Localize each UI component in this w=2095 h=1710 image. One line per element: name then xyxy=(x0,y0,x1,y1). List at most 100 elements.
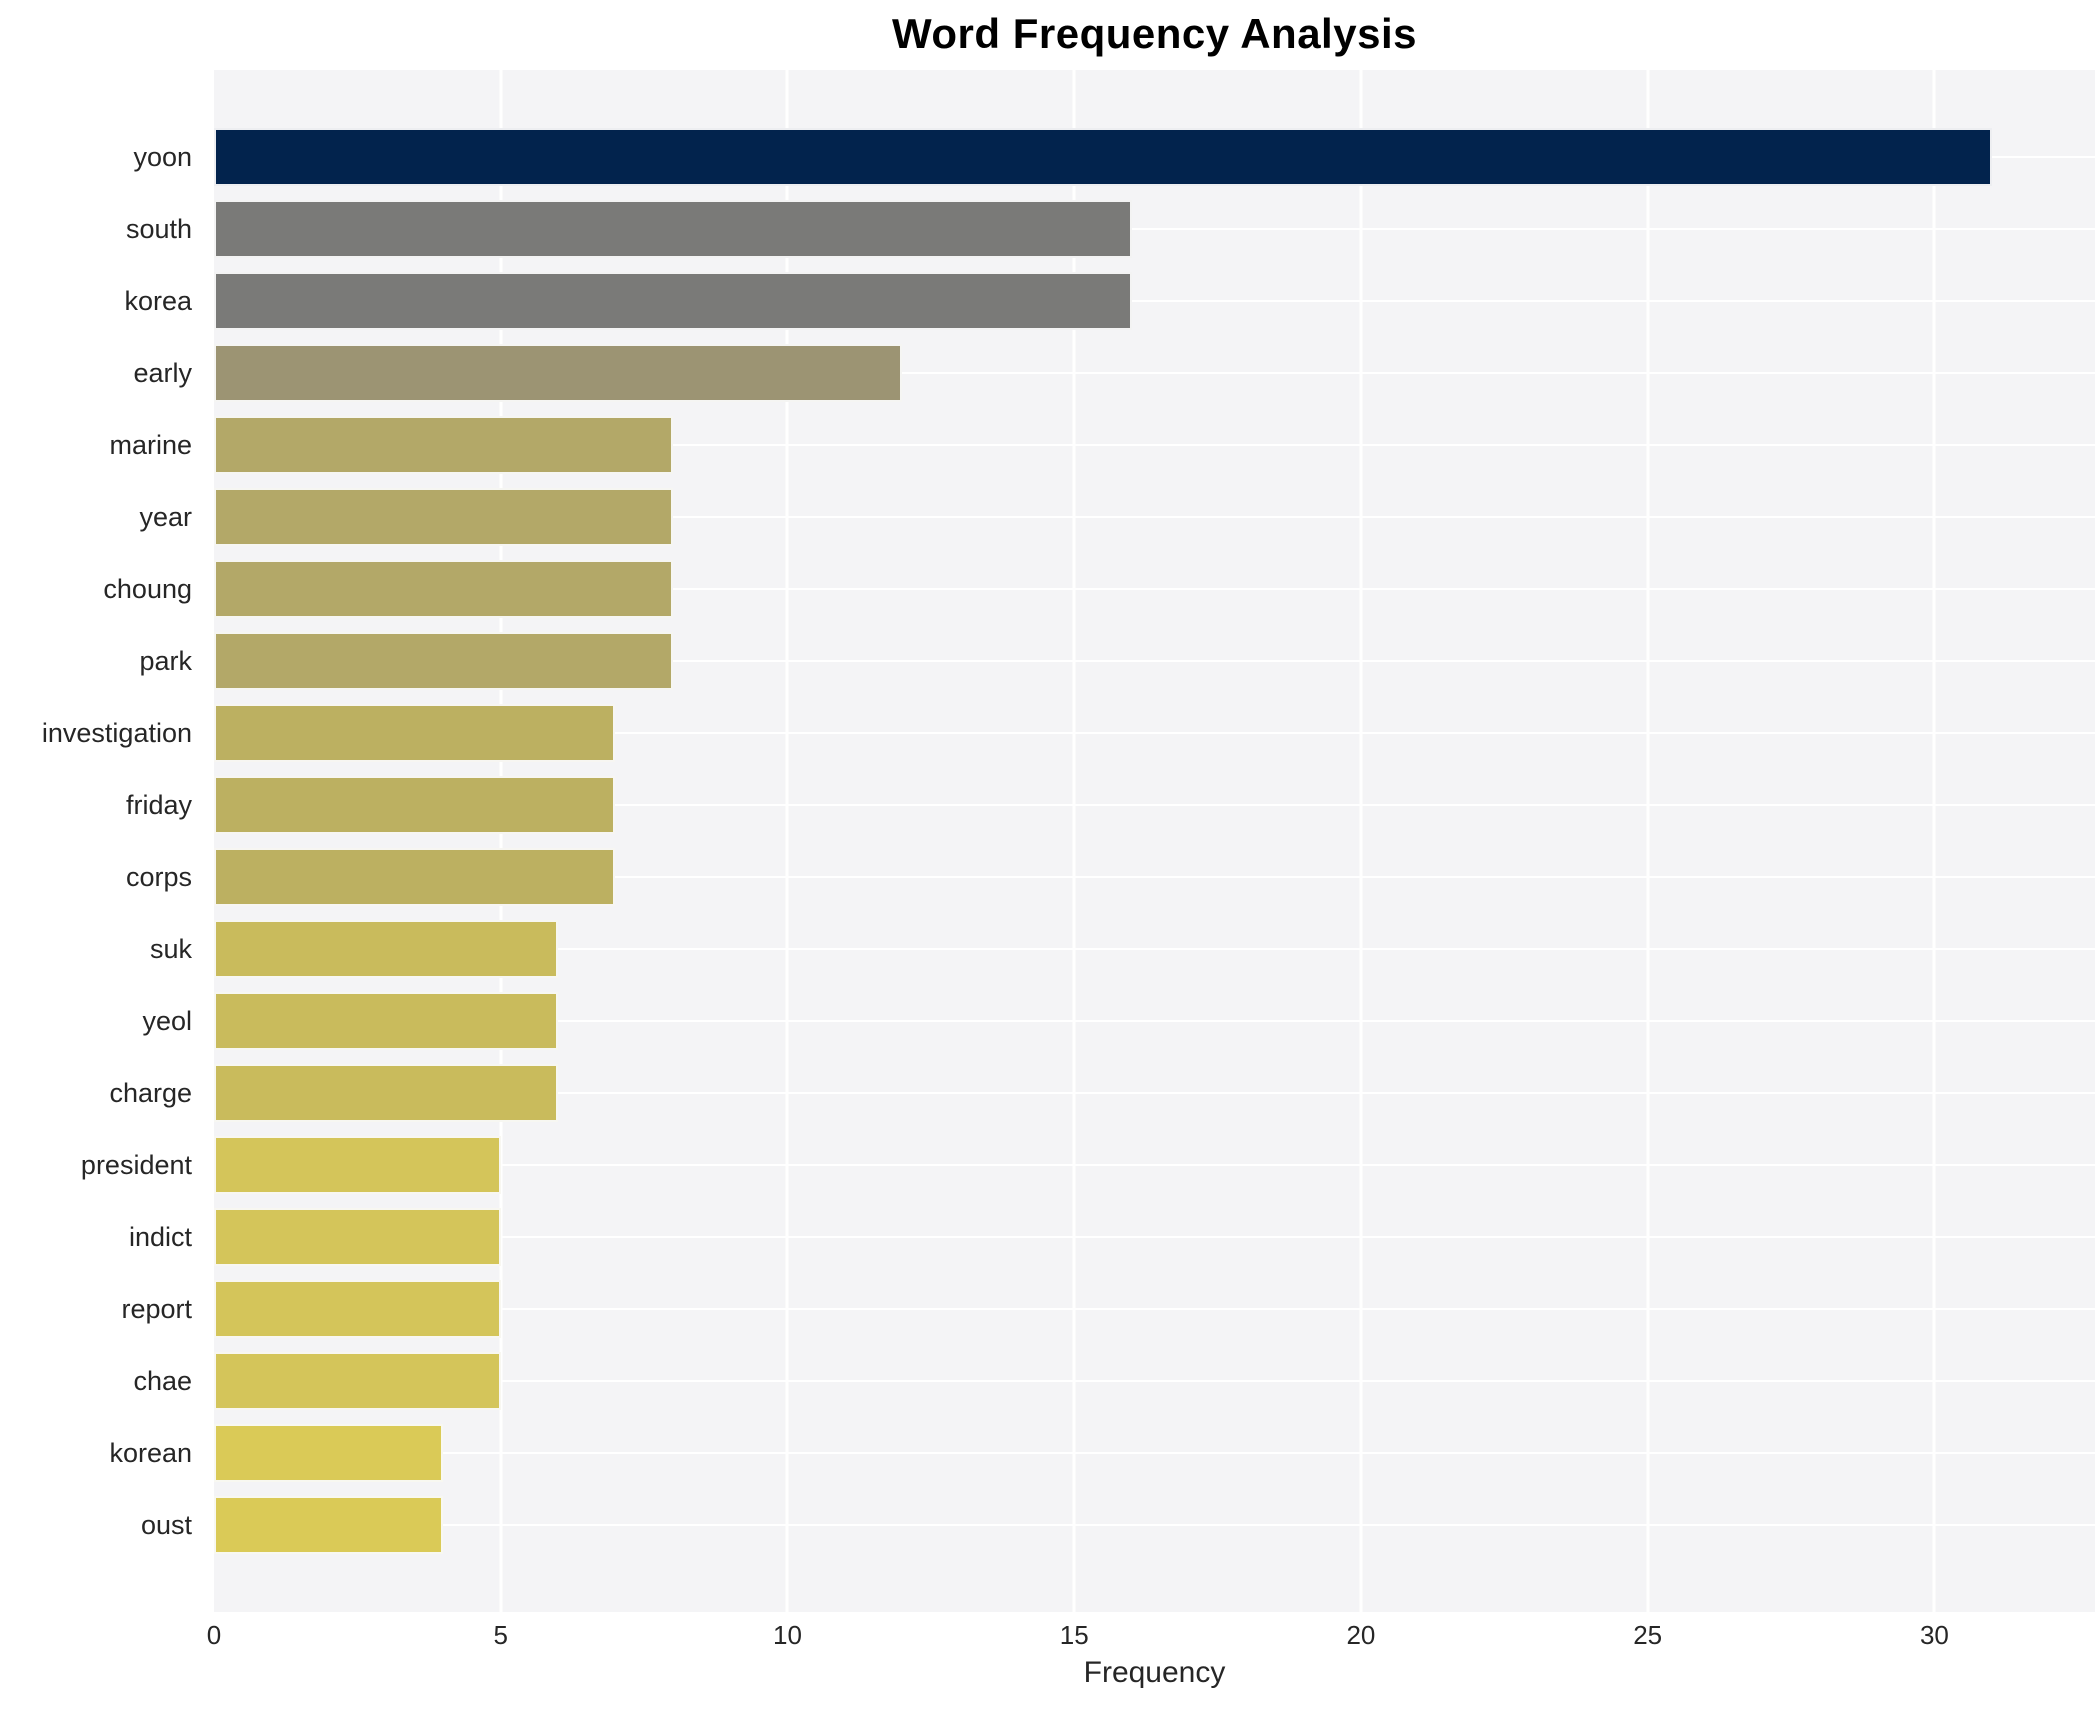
horizontal-gridline xyxy=(214,228,2095,230)
horizontal-gridline xyxy=(214,372,2095,374)
bar-row xyxy=(214,625,2095,697)
vertical-gridline xyxy=(499,70,503,1612)
bar xyxy=(214,1064,559,1122)
category-label: corps xyxy=(125,861,192,892)
bar-row xyxy=(214,553,2095,625)
bar-row xyxy=(214,1273,2095,1345)
horizontal-gridline xyxy=(214,1164,2095,1166)
bar-row xyxy=(214,1129,2095,1201)
horizontal-gridline xyxy=(214,444,2095,446)
vertical-gridline xyxy=(1646,70,1650,1612)
bar-row xyxy=(214,1057,2095,1129)
horizontal-gridline xyxy=(214,1236,2095,1238)
horizontal-gridline xyxy=(214,948,2095,950)
horizontal-gridline xyxy=(214,516,2095,518)
horizontal-gridline xyxy=(214,732,2095,734)
y-axis-labels: yoon south korea early marine year choun… xyxy=(0,121,203,1561)
x-tick-label: 5 xyxy=(493,1620,508,1650)
bar xyxy=(214,1496,444,1554)
x-tick-label: 0 xyxy=(206,1620,222,1650)
horizontal-gridline xyxy=(214,300,2095,302)
bar-row xyxy=(214,1201,2095,1273)
vertical-gridline xyxy=(785,70,789,1612)
bar-row xyxy=(214,409,2095,481)
horizontal-gridline xyxy=(214,1380,2095,1382)
x-tick-label: 10 xyxy=(773,1620,802,1650)
vertical-gridline xyxy=(1072,70,1076,1612)
horizontal-gridline xyxy=(214,1308,2095,1310)
category-label: yeol xyxy=(142,1005,192,1036)
x-tick-label: 25 xyxy=(1633,1620,1663,1650)
x-tick-label: 15 xyxy=(1059,1620,1089,1650)
category-label: suk xyxy=(149,933,192,964)
bar-row xyxy=(214,1489,2095,1561)
bar-row xyxy=(214,913,2095,985)
plot-area xyxy=(214,70,2095,1612)
bar xyxy=(214,1424,444,1482)
bar xyxy=(214,128,1992,186)
bar xyxy=(214,1208,501,1266)
category-label: south xyxy=(125,213,192,244)
bars-container xyxy=(214,121,2095,1561)
bar-row xyxy=(214,193,2095,265)
category-label: president xyxy=(80,1149,192,1180)
category-label: report xyxy=(121,1293,192,1324)
bar xyxy=(214,920,559,978)
bar-row xyxy=(214,121,2095,193)
category-label: marine xyxy=(109,429,192,460)
bar-row xyxy=(214,769,2095,841)
bar xyxy=(214,200,1132,258)
bar-row xyxy=(214,697,2095,769)
vertical-gridline xyxy=(1932,70,1936,1612)
bar-row xyxy=(214,985,2095,1057)
category-label: friday xyxy=(125,789,192,820)
bar xyxy=(214,344,903,402)
bar xyxy=(214,488,673,546)
horizontal-gridline xyxy=(214,1092,2095,1094)
category-label: oust xyxy=(140,1509,192,1540)
horizontal-gridlines xyxy=(214,70,2095,1612)
category-label: early xyxy=(133,357,192,388)
bar xyxy=(214,560,673,618)
category-label: chae xyxy=(133,1365,192,1396)
x-axis-ticks: 0 5 10 15 20 25 30 xyxy=(207,1620,2095,1654)
category-label: yoon xyxy=(133,141,192,172)
bar xyxy=(214,704,616,762)
category-label: korea xyxy=(124,285,192,316)
bar xyxy=(214,416,673,474)
vertical-gridlines xyxy=(214,70,2095,1612)
bar-row xyxy=(214,1417,2095,1489)
category-label: investigation xyxy=(41,717,192,748)
horizontal-gridline xyxy=(214,1020,2095,1022)
bar xyxy=(214,632,673,690)
category-label: year xyxy=(139,501,192,532)
bar-row xyxy=(214,337,2095,409)
bar xyxy=(214,776,616,834)
category-label: indict xyxy=(128,1221,192,1252)
vertical-gridline xyxy=(1359,70,1363,1612)
bar xyxy=(214,1136,501,1194)
horizontal-gridline xyxy=(214,804,2095,806)
x-tick-label: 20 xyxy=(1346,1620,1376,1650)
category-label: choung xyxy=(103,573,192,604)
bar xyxy=(214,992,559,1050)
category-label: charge xyxy=(109,1077,192,1108)
category-label: korean xyxy=(109,1437,192,1468)
bar-row xyxy=(214,841,2095,913)
x-tick-label: 30 xyxy=(1919,1620,1949,1650)
bar-row xyxy=(214,265,2095,337)
bar xyxy=(214,1352,501,1410)
horizontal-gridline xyxy=(214,588,2095,590)
bar xyxy=(214,1280,501,1338)
x-axis-title: Frequency xyxy=(1083,1656,1226,1689)
horizontal-gridline xyxy=(214,1524,2095,1526)
chart-title: Word Frequency Analysis xyxy=(892,10,1417,57)
horizontal-gridline xyxy=(214,1452,2095,1454)
horizontal-gridline xyxy=(214,876,2095,878)
category-label: park xyxy=(139,645,192,676)
horizontal-gridline xyxy=(214,660,2095,662)
bar-row xyxy=(214,481,2095,553)
bar-row xyxy=(214,1345,2095,1417)
bar xyxy=(214,272,1132,330)
